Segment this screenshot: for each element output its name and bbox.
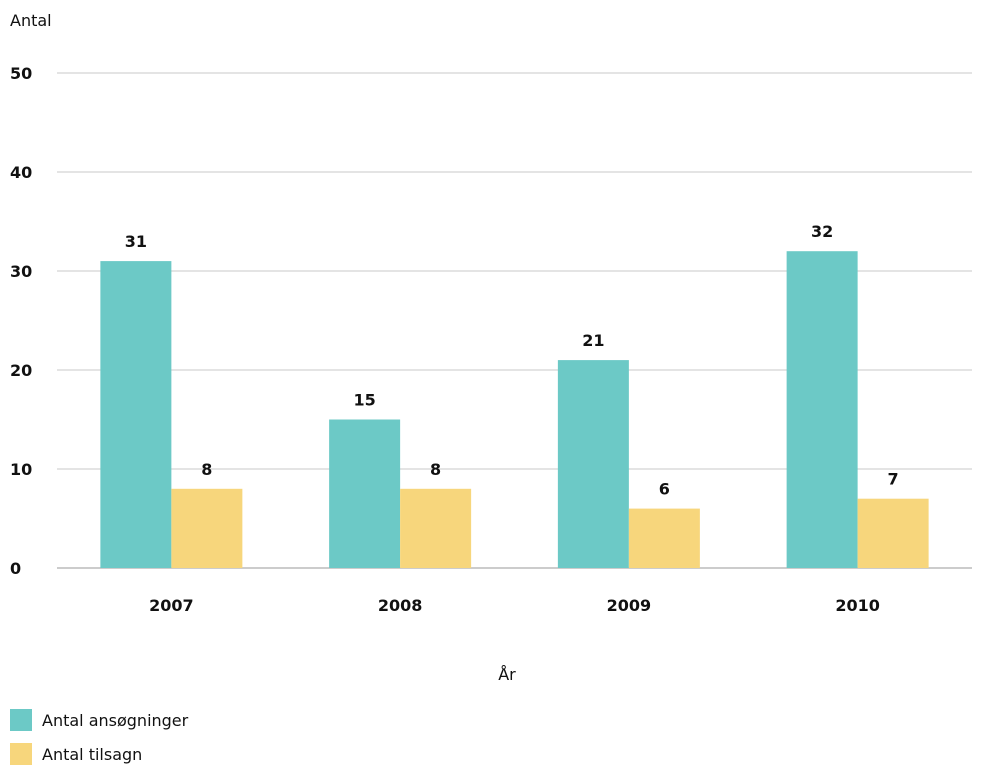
bar-applications-2010: [786, 251, 858, 568]
data-labels: 31 8 15 8 21 6 32 7: [125, 222, 899, 498]
y-tick-label: 0: [10, 559, 21, 578]
x-tick-label: 2010: [835, 596, 880, 615]
data-label-applications-2007: 31: [125, 232, 147, 251]
data-label-applications-2009: 21: [582, 331, 604, 350]
legend: Antal ansøgninger Antal tilsagn: [10, 706, 188, 774]
bar-applications-2009: [557, 360, 629, 568]
x-axis-title: År: [498, 665, 516, 684]
legend-item-applications: Antal ansøgninger: [10, 706, 188, 734]
bar-applications-2008: [329, 419, 401, 568]
y-tick-labels: 0 10 20 30 40 50: [10, 64, 32, 578]
x-tick-label: 2008: [378, 596, 423, 615]
data-label-grants-2010: 7: [888, 470, 899, 489]
bar-grants-2008: [400, 488, 472, 568]
x-tick-labels: 2007 2008 2009 2010: [149, 596, 880, 615]
x-tick-label: 2007: [149, 596, 194, 615]
y-tick-label: 10: [10, 460, 32, 479]
legend-swatch-applications: [10, 709, 32, 731]
data-label-applications-2010: 32: [811, 222, 833, 241]
bar-grants-2007: [171, 488, 243, 568]
y-tick-label: 30: [10, 262, 32, 281]
y-tick-label: 40: [10, 163, 32, 182]
x-tick-label: 2009: [607, 596, 652, 615]
legend-swatch-grants: [10, 743, 32, 765]
bar-grants-2009: [628, 508, 700, 568]
legend-label-grants: Antal tilsagn: [42, 744, 143, 764]
y-tick-label: 50: [10, 64, 32, 83]
bar-applications-2007: [100, 261, 172, 568]
data-label-grants-2009: 6: [659, 480, 670, 499]
legend-label-applications: Antal ansøgninger: [42, 710, 189, 730]
data-label-applications-2008: 15: [353, 391, 375, 410]
legend-item-grants: Antal tilsagn: [10, 740, 188, 768]
data-label-grants-2007: 8: [201, 460, 212, 479]
y-axis-title: Antal: [10, 11, 52, 30]
bars: [100, 251, 929, 568]
y-tick-label: 20: [10, 361, 32, 380]
bar-grants-2010: [857, 498, 929, 568]
data-label-grants-2008: 8: [430, 460, 441, 479]
